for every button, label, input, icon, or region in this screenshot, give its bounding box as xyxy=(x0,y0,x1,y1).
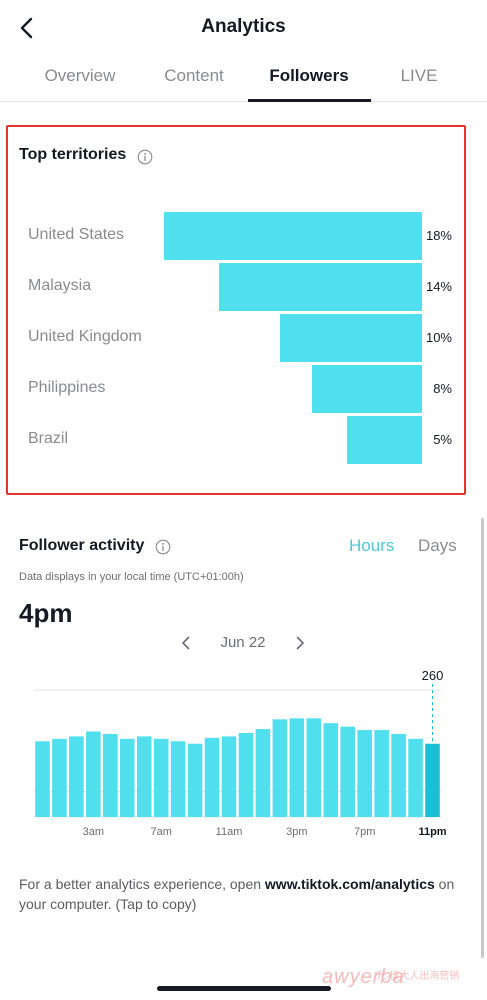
tab-content[interactable]: Content xyxy=(164,66,224,85)
territory-name: United Kingdom xyxy=(28,328,142,345)
activity-bar xyxy=(391,733,406,817)
home-indicator[interactable] xyxy=(157,986,331,991)
scrollbar[interactable] xyxy=(481,518,484,958)
activity-bar xyxy=(153,738,169,817)
follower-activity-chart: 260 3am 7am 11am 3pm 7pm 11pm xyxy=(0,660,487,850)
activity-bar xyxy=(119,738,135,817)
activity-bar xyxy=(289,718,305,817)
activity-bar xyxy=(408,738,423,817)
activity-bar xyxy=(238,732,254,817)
territory-percent: 14% xyxy=(425,279,452,294)
activity-bar xyxy=(221,736,237,817)
territory-percent: 10% xyxy=(425,330,452,345)
x-tick-label: 7am xyxy=(150,826,171,838)
territory-name: Malaysia xyxy=(28,277,92,294)
chevron-right-icon[interactable] xyxy=(291,634,309,652)
territory-bar xyxy=(164,212,422,260)
activity-bar xyxy=(35,741,50,817)
x-tick-label: 7pm xyxy=(354,826,375,838)
watermark-text: awyerba xyxy=(322,966,405,988)
date-navigator: Jun 22 xyxy=(0,632,487,654)
tab-live[interactable]: LIVE xyxy=(400,66,438,85)
activity-bar xyxy=(69,736,84,817)
back-arrow-icon[interactable] xyxy=(14,14,42,42)
activity-bar xyxy=(187,743,203,817)
watermark-small-text: 光·极大人出海营销 xyxy=(376,971,460,982)
info-icon[interactable] xyxy=(155,539,171,555)
territory-name: United States xyxy=(28,226,125,243)
activity-bar xyxy=(103,733,118,817)
x-tick-label: 3am xyxy=(83,826,104,838)
activity-chart-svg: 260 3am 7am 11am 3pm 7pm 11pm xyxy=(34,668,447,838)
x-tick-label: 11pm xyxy=(418,826,446,838)
info-icon[interactable] xyxy=(137,149,153,165)
tab-bar: Overview Content Followers LIVE xyxy=(0,56,487,102)
analytics-link[interactable]: www.tiktok.com/analytics xyxy=(264,876,435,892)
tab-followers[interactable]: Followers xyxy=(269,66,349,85)
highlight-value-label: 260 xyxy=(422,668,444,683)
days-toggle[interactable]: Days xyxy=(418,536,457,555)
territory-row: Brazil 5% xyxy=(8,416,464,464)
territory-percent: 5% xyxy=(433,432,452,447)
activity-bar xyxy=(272,719,288,817)
territory-bar xyxy=(280,314,422,362)
territory-name: Philippines xyxy=(28,379,106,396)
tip-text-before: For a better analytics experience, open xyxy=(19,876,265,892)
territory-row: Malaysia 14% xyxy=(8,263,464,311)
activity-bar xyxy=(306,718,322,817)
territory-row: Philippines 8% xyxy=(8,365,464,413)
date-label: Jun 22 xyxy=(220,634,266,651)
follower-activity-title: Follower activity xyxy=(19,537,145,554)
activity-bar xyxy=(323,723,339,817)
highlighted-bar xyxy=(425,743,440,817)
activity-bar xyxy=(170,741,186,817)
x-tick-label: 11am xyxy=(216,826,243,838)
x-tick-label: 3pm xyxy=(286,826,307,838)
top-territories-card: Top territories United States 18% Malays… xyxy=(6,125,466,495)
activity-bar xyxy=(357,730,372,817)
hours-toggle[interactable]: Hours xyxy=(349,536,395,555)
active-tab-indicator xyxy=(248,99,371,102)
territory-row: United Kingdom 10% xyxy=(8,314,464,362)
activity-bar xyxy=(374,730,389,817)
tip-text-after: on your computer. (Tap to copy) xyxy=(19,876,455,912)
activity-bar xyxy=(204,737,220,817)
territory-percent: 18% xyxy=(425,228,452,243)
page-title: Analytics xyxy=(201,16,286,37)
selected-time: 4pm xyxy=(19,598,73,628)
analytics-tip[interactable]: For a better analytics experience, open … xyxy=(19,874,469,914)
chevron-left-icon[interactable] xyxy=(177,634,195,652)
territory-percent: 8% xyxy=(433,381,452,396)
territory-name: Brazil xyxy=(28,430,69,447)
territory-row: United States 18% xyxy=(8,212,464,260)
header: Analytics xyxy=(0,0,487,56)
territory-bar xyxy=(312,365,422,413)
activity-bar xyxy=(52,738,67,817)
activity-bar xyxy=(136,736,152,817)
territory-bar xyxy=(219,263,422,311)
activity-bar xyxy=(86,731,101,817)
activity-bar xyxy=(255,729,271,817)
tab-overview[interactable]: Overview xyxy=(44,66,116,85)
timezone-note: Data displays in your local time (UTC+01… xyxy=(19,571,244,583)
activity-bar xyxy=(340,726,356,817)
territory-bar xyxy=(347,416,422,464)
top-territories-title: Top territories xyxy=(19,146,127,163)
